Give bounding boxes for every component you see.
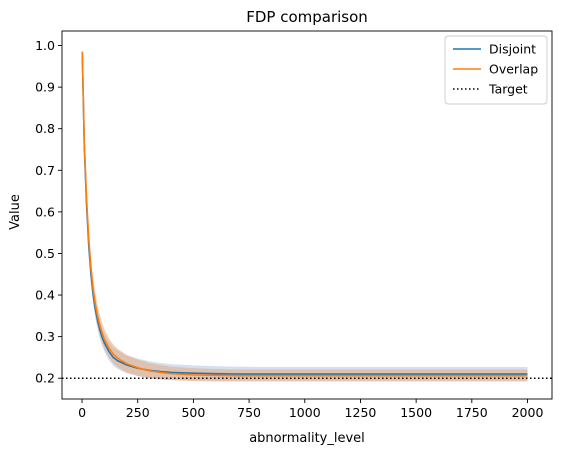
x-axis-title: abnormality_level [249, 431, 365, 446]
x-tick-label: 0 [78, 405, 86, 420]
x-tick-label: 500 [181, 405, 205, 420]
y-tick-label: 0.9 [35, 80, 55, 95]
x-tick-label: 250 [126, 405, 150, 420]
x-tick-label: 1250 [345, 405, 377, 420]
y-tick-label: 0.3 [35, 329, 55, 344]
plot-inner [81, 47, 528, 382]
x-tick-label: 1500 [400, 405, 432, 420]
y-tick-label: 0.5 [35, 246, 55, 261]
legend-box [444, 35, 548, 105]
legend-label-target: Target [488, 82, 528, 97]
y-tick-label: 0.8 [35, 121, 55, 136]
plot-area [62, 47, 552, 382]
y-tick-label: 1.0 [35, 38, 55, 53]
chart-title: FDP comparison [246, 8, 368, 26]
legend-label-disjoint: Disjoint [489, 42, 536, 57]
x-tick-label: 1750 [456, 405, 488, 420]
y-tick-label: 0.7 [35, 163, 55, 178]
legend-label-overlap: Overlap [489, 62, 538, 77]
x-tick-label: 750 [237, 405, 261, 420]
x-tick-label: 1000 [289, 405, 321, 420]
series-line-overlap [81, 51, 528, 377]
y-axis-title: Value [8, 194, 23, 230]
axes-frame [61, 30, 553, 400]
legend: Disjoint Overlap Target [444, 35, 548, 105]
axes: 0 250 500 750 1000 1250 1500 1750 2000 0.2 0.3 0.4 0… [35, 30, 553, 420]
y-tick-label: 0.4 [35, 288, 55, 303]
y-tick-label: 0.2 [35, 371, 55, 386]
x-tick-label: 2000 [512, 405, 544, 420]
y-tick-label: 0.6 [35, 204, 55, 219]
